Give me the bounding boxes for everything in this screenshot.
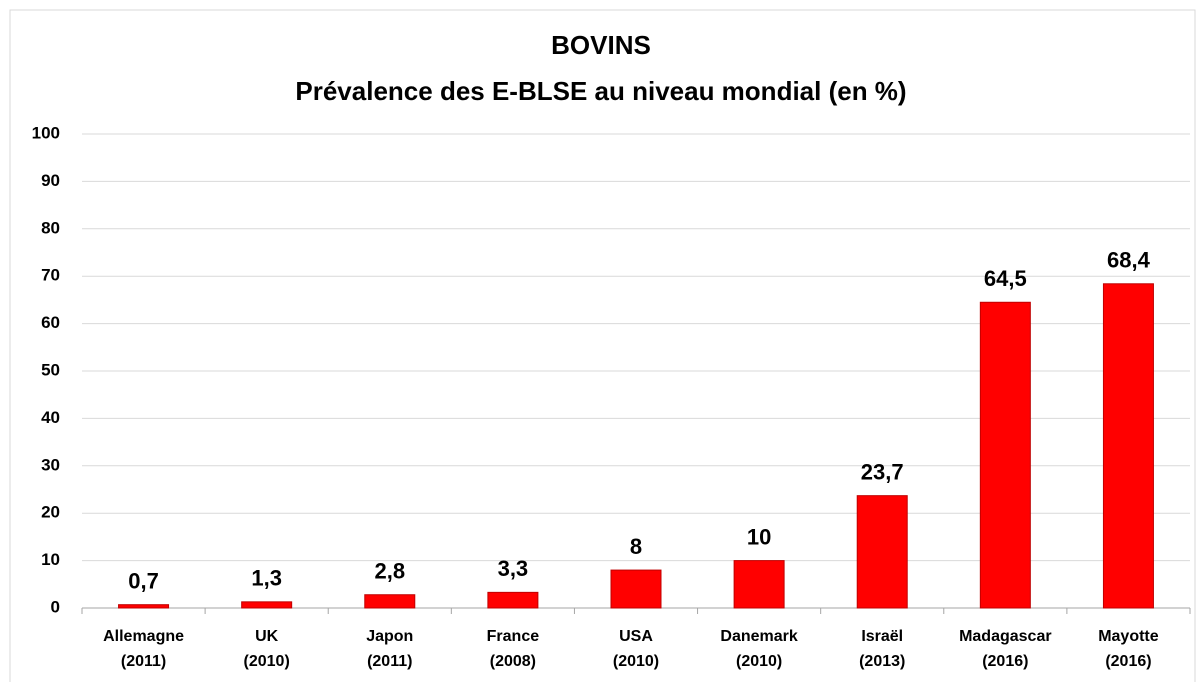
bar — [118, 604, 170, 609]
x-tick-label: (2010) — [613, 653, 659, 670]
x-tick-label: USA — [619, 628, 653, 645]
chart-title: BOVINS — [551, 30, 651, 60]
bar — [241, 601, 293, 609]
y-tick-label: 100 — [32, 123, 60, 142]
x-tick-label: Allemagne — [103, 628, 184, 645]
x-tick-label: Israël — [861, 628, 903, 645]
value-label: 64,5 — [984, 266, 1027, 291]
y-tick-label: 50 — [41, 360, 60, 379]
y-tick-label: 90 — [41, 171, 60, 190]
x-tick-label: (2010) — [736, 653, 782, 670]
bar — [1102, 283, 1154, 609]
value-label: 0,7 — [128, 568, 159, 593]
y-tick-label: 30 — [41, 455, 60, 474]
x-tick-label: (2008) — [490, 653, 536, 670]
bar — [364, 594, 416, 609]
bar — [856, 495, 908, 609]
x-tick-label: Madagascar — [959, 628, 1052, 645]
value-label: 10 — [747, 524, 771, 549]
y-tick-label: 40 — [41, 408, 60, 427]
y-tick-label: 10 — [41, 550, 60, 569]
bar — [979, 301, 1031, 609]
x-tick-label: Mayotte — [1098, 628, 1159, 645]
bar — [733, 560, 785, 609]
x-tick-label: (2010) — [244, 653, 290, 670]
x-tick-label: UK — [255, 628, 279, 645]
x-tick-label: Japon — [366, 628, 413, 645]
y-tick-label: 0 — [51, 597, 60, 616]
y-tick-label: 80 — [41, 218, 60, 237]
x-tick-label: (2016) — [1105, 653, 1151, 670]
value-label: 23,7 — [861, 459, 904, 484]
x-tick-label: (2011) — [367, 653, 412, 670]
bar — [610, 569, 662, 609]
y-tick-label: 60 — [41, 313, 60, 332]
value-label: 8 — [630, 534, 642, 559]
x-tick-label: Danemark — [720, 628, 797, 645]
x-tick-label: (2016) — [982, 653, 1028, 670]
x-tick-label: France — [487, 628, 540, 645]
y-tick-label: 20 — [41, 503, 60, 522]
y-tick-label: 70 — [41, 266, 60, 285]
x-tick-label: (2011) — [121, 653, 166, 670]
chart-subtitle: Prévalence des E-BLSE au niveau mondial … — [295, 76, 906, 106]
bar — [487, 591, 539, 609]
value-label: 3,3 — [498, 556, 529, 581]
value-label: 2,8 — [374, 559, 405, 584]
x-tick-label: (2013) — [859, 653, 905, 670]
value-label: 68,4 — [1107, 248, 1151, 273]
value-label: 1,3 — [251, 566, 282, 591]
